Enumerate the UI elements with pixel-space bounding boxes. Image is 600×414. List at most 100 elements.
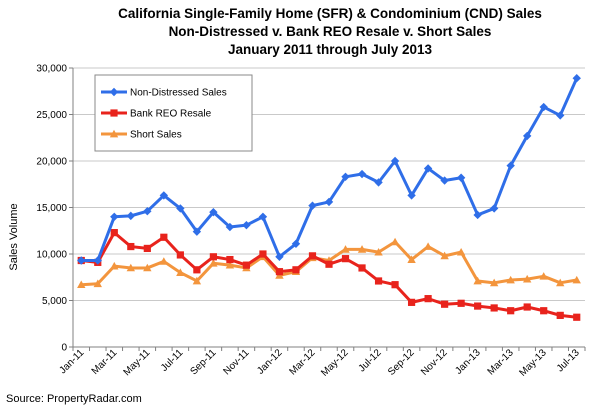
- data-point-non-distressed-sales: [456, 173, 466, 182]
- x-tick-label: Mar-11: [90, 347, 120, 377]
- x-tick-label: Jan-13: [453, 347, 483, 377]
- data-point-bank-reo-resale: [507, 307, 515, 315]
- data-point-short-sales: [539, 272, 548, 280]
- data-point-non-distressed-sales: [308, 201, 317, 210]
- data-point-bank-reo-resale: [110, 229, 118, 237]
- y-tick-label: 25,000: [36, 110, 67, 121]
- data-point-bank-reo-resale: [358, 264, 366, 272]
- series-non-distressed-sales: [77, 74, 581, 265]
- data-point-short-sales: [572, 275, 581, 284]
- y-tick-label: 10,000: [36, 250, 67, 261]
- legend-marker-short-sales: [109, 129, 119, 138]
- data-point-bank-reo-resale: [573, 313, 581, 321]
- x-tick-label: Jan-12: [255, 347, 285, 377]
- data-point-non-distressed-sales: [275, 252, 284, 261]
- data-point-non-distressed-sales: [77, 256, 86, 265]
- data-point-non-distressed-sales: [341, 172, 350, 182]
- data-point-non-distressed-sales: [242, 220, 251, 230]
- data-point-non-distressed-sales: [110, 212, 119, 221]
- series-line-bank-reo-resale: [81, 231, 577, 319]
- data-point-short-sales: [423, 242, 433, 250]
- data-point-short-sales: [77, 280, 86, 289]
- data-point-short-sales: [159, 257, 169, 265]
- x-tick-label: May-12: [319, 347, 351, 379]
- data-point-bank-reo-resale: [325, 260, 333, 268]
- data-point-bank-reo-resale: [556, 311, 564, 319]
- data-point-non-distressed-sales: [126, 211, 136, 221]
- data-point-bank-reo-resale: [374, 277, 383, 285]
- data-point-short-sales: [407, 255, 416, 263]
- data-point-non-distressed-sales: [209, 207, 218, 217]
- data-point-short-sales: [456, 247, 466, 256]
- x-axis-ticks: Jan-11 Mar-11 May-11 Jul-11 Sep-11 Nov-11 Jan-…: [57, 347, 582, 379]
- data-point-short-sales: [93, 279, 102, 288]
- data-point-bank-reo-resale: [523, 303, 531, 311]
- series-lines: [77, 74, 581, 321]
- chart-title-line-1: California Single-Family Home (SFR) & Co…: [118, 6, 542, 21]
- data-point-bank-reo-resale: [242, 261, 251, 269]
- data-point-non-distressed-sales: [357, 169, 367, 179]
- legend-marker-bank-reo-resale: [110, 109, 118, 117]
- legend: Non-Distressed Sales Bank REO Resale Short…: [94, 74, 253, 152]
- data-point-non-distressed-sales: [291, 239, 301, 248]
- x-tick-label: Jul-12: [357, 347, 384, 374]
- data-point-bank-reo-resale: [209, 253, 217, 261]
- series-bank-reo-resale: [77, 229, 581, 321]
- data-point-bank-reo-resale: [292, 266, 300, 274]
- x-tick-label: Sep-11: [188, 347, 218, 377]
- data-point-non-distressed-sales: [473, 210, 482, 220]
- data-point-non-distressed-sales: [572, 74, 581, 83]
- data-point-short-sales: [110, 261, 119, 270]
- data-point-non-distressed-sales: [556, 111, 565, 120]
- data-point-non-distressed-sales: [522, 131, 532, 141]
- y-tick-label: 30,000: [36, 64, 67, 75]
- data-point-short-sales: [556, 278, 565, 287]
- legend-label-bank-reo-resale: Bank REO Resale: [130, 109, 212, 120]
- data-point-non-distressed-sales: [143, 207, 152, 216]
- data-point-non-distressed-sales: [159, 191, 169, 200]
- data-point-short-sales: [473, 276, 482, 285]
- data-point-short-sales: [357, 245, 367, 253]
- data-point-short-sales: [522, 274, 532, 283]
- data-point-short-sales: [209, 259, 218, 267]
- y-tick-label: 0: [61, 343, 67, 354]
- x-tick-label: Sep-12: [386, 347, 417, 378]
- data-point-bank-reo-resale: [127, 242, 135, 251]
- y-tick-label: 20,000: [36, 157, 67, 168]
- y-tick-label: 5,000: [42, 296, 67, 307]
- data-point-bank-reo-resale: [490, 304, 498, 312]
- data-point-non-distressed-sales: [225, 222, 235, 232]
- x-tick-label: Mar-12: [287, 347, 317, 377]
- data-point-short-sales: [374, 247, 383, 256]
- data-point-non-distressed-sales: [539, 102, 548, 112]
- data-point-bank-reo-resale: [193, 266, 201, 274]
- data-point-bank-reo-resale: [226, 255, 234, 264]
- x-tick-label: May-13: [517, 347, 549, 379]
- data-point-non-distressed-sales: [506, 161, 515, 170]
- chart-title-line-3: January 2011 through July 2013: [228, 42, 433, 57]
- data-point-bank-reo-resale: [424, 295, 432, 303]
- data-point-short-sales: [176, 268, 185, 276]
- data-point-short-sales: [341, 245, 350, 253]
- data-point-short-sales: [143, 263, 152, 272]
- data-point-short-sales: [192, 276, 202, 285]
- data-point-short-sales: [506, 275, 515, 284]
- data-point-short-sales: [126, 263, 136, 272]
- data-point-bank-reo-resale: [176, 251, 184, 259]
- data-point-bank-reo-resale: [160, 233, 168, 241]
- x-tick-label: Mar-13: [486, 347, 516, 377]
- x-tick-label: Nov-12: [419, 347, 450, 378]
- data-point-bank-reo-resale: [474, 302, 482, 310]
- data-point-non-distressed-sales: [423, 164, 433, 173]
- data-point-bank-reo-resale: [143, 244, 151, 253]
- y-tick-label: 15,000: [36, 203, 67, 214]
- axes: [69, 67, 586, 351]
- data-point-bank-reo-resale: [308, 252, 317, 260]
- data-point-non-distressed-sales: [407, 191, 416, 200]
- data-point-non-distressed-sales: [258, 212, 268, 221]
- data-point-non-distressed-sales: [192, 227, 202, 236]
- data-point-bank-reo-resale: [457, 299, 465, 307]
- data-point-non-distressed-sales: [374, 178, 383, 187]
